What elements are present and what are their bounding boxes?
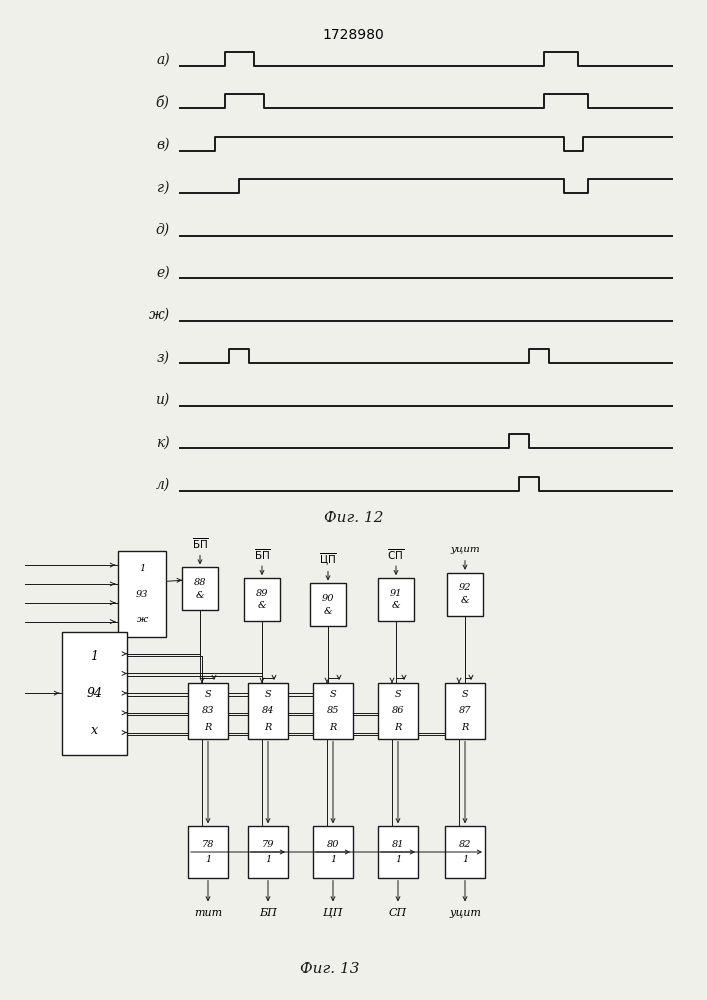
Text: з): з)	[157, 351, 170, 364]
Text: ЦП: ЦП	[323, 908, 343, 918]
Text: 1: 1	[265, 855, 271, 864]
Text: &: &	[392, 601, 400, 610]
Text: Фиг. 12: Фиг. 12	[324, 511, 383, 525]
Text: $\overline{\rm{ЦП}}$: $\overline{\rm{ЦП}}$	[319, 552, 337, 568]
Text: S: S	[462, 690, 468, 699]
Bar	[248, 826, 288, 878]
Text: 87: 87	[459, 706, 472, 715]
Text: ж): ж)	[148, 308, 170, 322]
Bar	[447, 573, 483, 616]
Text: г): г)	[157, 180, 170, 194]
Text: S: S	[395, 690, 402, 699]
Text: R: R	[461, 723, 469, 732]
Text: 85: 85	[327, 706, 339, 715]
Bar	[118, 551, 166, 637]
Text: БП: БП	[259, 908, 277, 918]
Text: 84: 84	[262, 706, 274, 715]
Text: R: R	[264, 723, 271, 732]
Text: S: S	[264, 690, 271, 699]
Text: 1: 1	[395, 855, 401, 864]
Text: тит: тит	[194, 908, 222, 918]
Bar	[244, 578, 280, 621]
Text: в): в)	[156, 138, 170, 152]
Text: 93: 93	[136, 590, 148, 599]
Bar	[445, 826, 485, 878]
Text: 90: 90	[322, 594, 334, 603]
Text: а): а)	[156, 53, 170, 67]
Text: уцит: уцит	[449, 908, 481, 918]
Text: 83: 83	[201, 706, 214, 715]
Bar	[378, 826, 418, 878]
Text: 1: 1	[90, 650, 98, 663]
Text: 78: 78	[201, 840, 214, 849]
Bar	[313, 826, 353, 878]
Text: 1: 1	[139, 564, 145, 573]
Text: $\overline{\rm{БП}}$: $\overline{\rm{БП}}$	[192, 537, 209, 551]
Text: и): и)	[156, 393, 170, 407]
Text: &: &	[324, 607, 332, 616]
Text: СП: СП	[389, 908, 407, 918]
Text: 80: 80	[327, 840, 339, 849]
Bar	[313, 683, 353, 739]
Text: 82: 82	[459, 840, 472, 849]
Text: &: &	[196, 591, 204, 600]
Text: л): л)	[156, 478, 170, 492]
Text: 79: 79	[262, 840, 274, 849]
Text: 1: 1	[462, 855, 468, 864]
Text: 1728980: 1728980	[322, 28, 385, 42]
Bar	[62, 632, 127, 755]
Text: R: R	[329, 723, 337, 732]
Text: 86: 86	[392, 706, 404, 715]
Bar	[378, 578, 414, 621]
Text: 81: 81	[392, 840, 404, 849]
Text: 92: 92	[459, 583, 472, 592]
Text: 1: 1	[330, 855, 336, 864]
Text: &: &	[257, 601, 267, 610]
Text: д): д)	[156, 223, 170, 237]
Text: х: х	[91, 724, 98, 737]
Text: &: &	[461, 596, 469, 605]
Text: $\overline{\rm{СП}}$: $\overline{\rm{СП}}$	[387, 547, 404, 562]
Text: Фиг. 13: Фиг. 13	[300, 962, 360, 976]
Text: 91: 91	[390, 589, 402, 598]
Text: 89: 89	[256, 589, 268, 598]
Text: ж: ж	[136, 615, 148, 624]
Bar	[445, 683, 485, 739]
Text: R: R	[204, 723, 211, 732]
Text: к): к)	[156, 436, 170, 450]
Text: S: S	[205, 690, 211, 699]
Text: 94: 94	[86, 687, 103, 700]
Text: $\overline{\rm{БП}}$: $\overline{\rm{БП}}$	[254, 547, 271, 562]
Text: R: R	[395, 723, 402, 732]
Bar	[188, 683, 228, 739]
Bar	[248, 683, 288, 739]
Text: уцит: уцит	[450, 545, 480, 554]
Bar	[188, 826, 228, 878]
Text: S: S	[329, 690, 337, 699]
Text: 1: 1	[205, 855, 211, 864]
Text: 88: 88	[194, 578, 206, 587]
Text: е): е)	[156, 265, 170, 279]
Bar	[378, 683, 418, 739]
Bar	[182, 567, 218, 610]
Text: б): б)	[156, 95, 170, 110]
Bar	[310, 583, 346, 626]
